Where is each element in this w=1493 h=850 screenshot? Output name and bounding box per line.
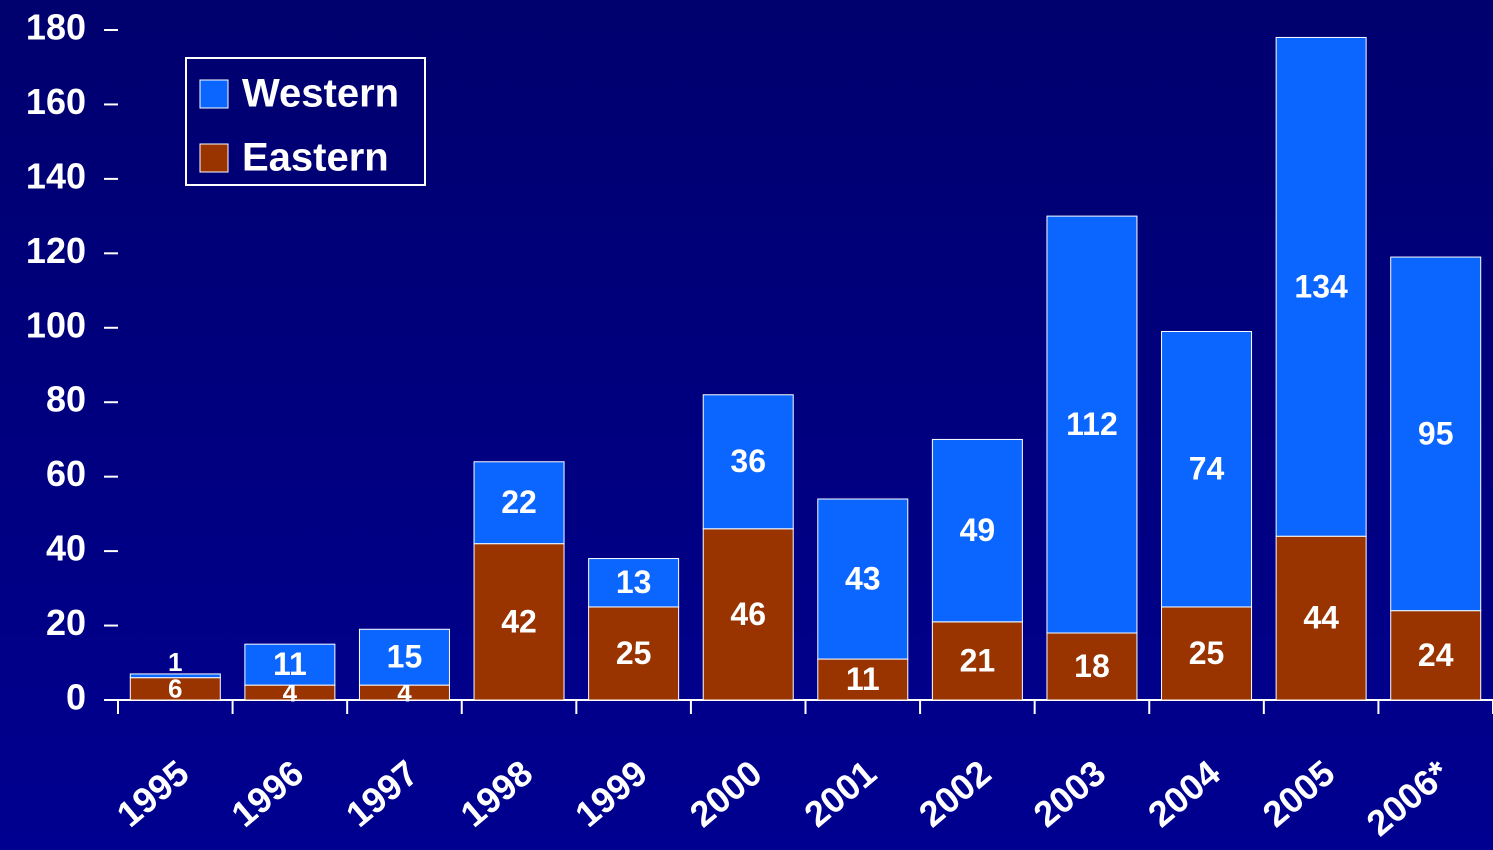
data-label: 43 [845, 560, 881, 596]
bar-segment [1390, 610, 1482, 701]
x-tick-label: 1997 [338, 752, 426, 835]
x-tick-label: 2000 [682, 752, 770, 835]
data-label: 25 [1189, 635, 1225, 671]
y-tick-label: 120 [26, 230, 86, 271]
data-label: 15 [387, 639, 423, 675]
data-label: 36 [730, 443, 766, 479]
legend-swatch [199, 143, 229, 173]
bar-segment [588, 606, 680, 701]
data-label: 46 [730, 596, 766, 632]
data-label: 11 [273, 646, 307, 682]
x-tick-label: 2003 [1026, 752, 1114, 835]
x-tick-label: 1995 [109, 752, 197, 835]
y-tick-label: 60 [46, 453, 86, 494]
data-label: 44 [1303, 600, 1339, 636]
x-tick-label: 2005 [1255, 752, 1343, 835]
data-label: 24 [1418, 637, 1454, 673]
data-label: 1 [168, 647, 182, 677]
y-tick-label: 40 [46, 528, 86, 569]
y-tick-label: 20 [46, 602, 86, 643]
x-tick-label: 1996 [223, 752, 311, 835]
bar-segment [244, 643, 336, 686]
bar-segment [817, 658, 909, 701]
bar-segment [1390, 256, 1482, 612]
data-label: 11 [846, 661, 880, 697]
bar-segment [129, 673, 221, 679]
data-label: 112 [1066, 406, 1118, 442]
data-label: 22 [501, 484, 537, 520]
y-tick-label: 100 [26, 304, 86, 345]
bar-segment [931, 438, 1023, 623]
legend-label: Eastern [242, 136, 389, 180]
x-tick-label: 2006* [1359, 752, 1457, 844]
y-tick-label: 180 [26, 7, 86, 48]
data-label: 74 [1189, 451, 1225, 487]
bar-segment [473, 543, 565, 701]
x-tick-label: 2002 [911, 752, 999, 835]
data-label: 95 [1418, 415, 1454, 451]
bar-segment [931, 621, 1023, 701]
bar-segment [358, 628, 450, 686]
x-tick-label: 2001 [796, 752, 884, 835]
y-tick-label: 80 [46, 379, 86, 420]
bar-segment [1046, 215, 1138, 634]
bar-segment [1161, 606, 1253, 701]
x-tick-label: 1998 [453, 752, 541, 835]
data-label: 134 [1294, 268, 1348, 304]
x-tick-label: 2004 [1140, 752, 1228, 835]
data-label: 25 [616, 635, 652, 671]
y-tick-label: 140 [26, 155, 86, 196]
data-label: 6 [168, 674, 182, 704]
legend-label: Western [242, 72, 399, 116]
data-label: 13 [616, 564, 652, 600]
bar-segment [473, 461, 565, 545]
legend-swatch [199, 79, 229, 109]
bar-segment [1275, 535, 1367, 701]
y-tick-label: 0 [66, 677, 86, 718]
bar-segment [1046, 632, 1138, 701]
bar-segment [1161, 331, 1253, 608]
data-label: 49 [960, 512, 996, 548]
bar-segment [817, 498, 909, 660]
legend-box [185, 57, 426, 186]
y-tick-label: 160 [26, 81, 86, 122]
x-tick-label: 1999 [567, 752, 655, 835]
data-label: 42 [501, 603, 537, 639]
bar-segment [588, 558, 680, 608]
bar-segment [702, 528, 794, 701]
bar-segment [702, 394, 794, 530]
data-label: 18 [1074, 648, 1110, 684]
data-label: 21 [960, 642, 996, 678]
bar-segment [1275, 36, 1367, 537]
